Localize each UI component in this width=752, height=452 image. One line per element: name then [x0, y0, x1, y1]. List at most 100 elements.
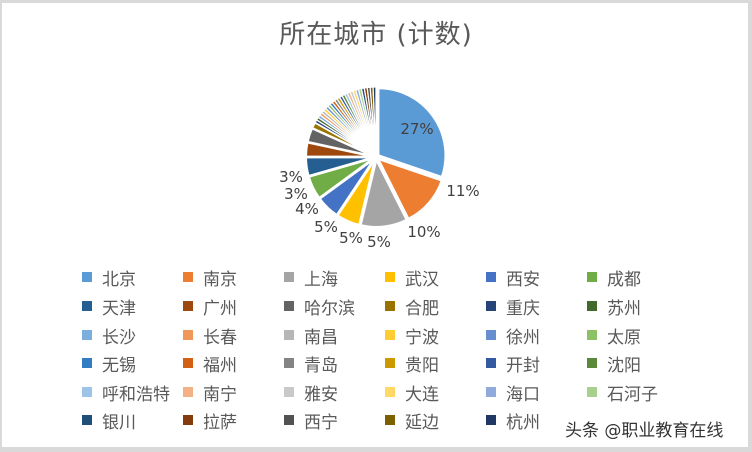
- data-label: 5%: [314, 218, 338, 236]
- legend-label: 延边: [405, 412, 439, 433]
- data-label: 5%: [367, 233, 391, 251]
- legend-swatch-icon: [284, 358, 294, 368]
- legend-label: 西安: [506, 269, 540, 290]
- data-label: 5%: [339, 229, 363, 247]
- data-label: 3%: [284, 185, 308, 203]
- legend-item: 成都: [587, 264, 641, 290]
- legend-label: 呼和浩特: [102, 384, 170, 405]
- legend-label: 北京: [102, 269, 136, 290]
- legend-swatch-icon: [183, 387, 193, 397]
- legend-swatch-icon: [587, 358, 597, 368]
- legend-item: 福州: [183, 350, 237, 376]
- legend-swatch-icon: [82, 301, 92, 311]
- legend-item: 延边: [385, 407, 439, 433]
- legend-label: 开封: [506, 355, 540, 376]
- pie-slice: [359, 157, 408, 228]
- legend-label: 拉萨: [203, 412, 237, 433]
- legend-item: 无锡: [82, 350, 136, 376]
- pie-slice: [372, 86, 377, 155]
- legend-swatch-icon: [486, 387, 496, 397]
- legend-label: 哈尔滨: [304, 298, 355, 319]
- legend-item: 广州: [183, 293, 237, 319]
- legend-item: 大连: [385, 379, 439, 405]
- legend-swatch-icon: [385, 358, 395, 368]
- legend-item: 长沙: [82, 322, 136, 348]
- legend-swatch-icon: [385, 330, 395, 340]
- legend-item: 宁波: [385, 322, 439, 348]
- legend-label: 太原: [607, 327, 641, 348]
- legend-item: 沈阳: [587, 350, 641, 376]
- legend-swatch-icon: [587, 330, 597, 340]
- legend-item: 重庆: [486, 293, 540, 319]
- legend-item: 呼和浩特: [82, 379, 170, 405]
- data-label: 3%: [279, 168, 303, 186]
- legend-label: 贵阳: [405, 355, 439, 376]
- legend-swatch-icon: [284, 330, 294, 340]
- legend-swatch-icon: [385, 272, 395, 282]
- legend-label: 成都: [607, 269, 641, 290]
- legend-item: 合肥: [385, 293, 439, 319]
- legend-item: 石河子: [587, 379, 658, 405]
- legend-label: 宁波: [405, 327, 439, 348]
- legend-label: 上海: [304, 269, 338, 290]
- legend-swatch-icon: [486, 330, 496, 340]
- legend-swatch-icon: [486, 415, 496, 425]
- legend-item: 上海: [284, 264, 338, 290]
- legend-swatch-icon: [284, 272, 294, 282]
- legend-swatch-icon: [82, 415, 92, 425]
- pie-slice: [336, 159, 376, 227]
- legend-swatch-icon: [183, 272, 193, 282]
- legend-item: 杭州: [486, 407, 540, 433]
- legend-swatch-icon: [284, 415, 294, 425]
- legend-swatch-icon: [486, 358, 496, 368]
- legend-swatch-icon: [385, 387, 395, 397]
- chart-title: 所在城市 (计数): [279, 20, 473, 50]
- legend-item: 哈尔滨: [284, 293, 355, 319]
- legend-swatch-icon: [183, 301, 193, 311]
- legend-label: 西宁: [304, 412, 338, 433]
- legend-item: 武汉: [385, 264, 439, 290]
- legend-item: 北京: [82, 264, 136, 290]
- legend-item: 长春: [183, 322, 237, 348]
- legend-label: 大连: [405, 384, 439, 405]
- legend-swatch-icon: [183, 415, 193, 425]
- legend-label: 合肥: [405, 298, 439, 319]
- data-label: 11%: [446, 182, 479, 200]
- legend-item: 南宁: [183, 379, 237, 405]
- legend-swatch-icon: [82, 272, 92, 282]
- pie-slice: [318, 158, 375, 217]
- legend-label: 南京: [203, 269, 237, 290]
- data-label: 4%: [295, 200, 319, 218]
- watermark: 头条 @职业教育在线: [565, 421, 724, 441]
- legend-item: 天津: [82, 293, 136, 319]
- legend-label: 重庆: [506, 298, 540, 319]
- legend-label: 沈阳: [607, 355, 641, 376]
- legend-item: 南昌: [284, 322, 338, 348]
- legend-label: 无锡: [102, 355, 136, 376]
- legend-item: 南京: [183, 264, 237, 290]
- legend-item: 贵阳: [385, 350, 439, 376]
- legend-swatch-icon: [284, 301, 294, 311]
- legend-label: 天津: [102, 298, 136, 319]
- legend-item: 西安: [486, 264, 540, 290]
- legend-label: 海口: [506, 384, 540, 405]
- data-label: 27%: [400, 120, 433, 138]
- legend-item: 拉萨: [183, 407, 237, 433]
- legend-item: 雅安: [284, 379, 338, 405]
- legend-item: 开封: [486, 350, 540, 376]
- legend-item: 海口: [486, 379, 540, 405]
- legend-item: 西宁: [284, 407, 338, 433]
- legend-label: 徐州: [506, 327, 540, 348]
- legend-item: 徐州: [486, 322, 540, 348]
- legend-label: 福州: [203, 355, 237, 376]
- legend-swatch-icon: [385, 301, 395, 311]
- legend-swatch-icon: [587, 301, 597, 311]
- legend-label: 长沙: [102, 327, 136, 348]
- legend-item: 苏州: [587, 293, 641, 319]
- legend-swatch-icon: [587, 272, 597, 282]
- legend-swatch-icon: [82, 358, 92, 368]
- pie-slice: [377, 87, 447, 179]
- legend-label: 银川: [102, 412, 136, 433]
- legend-swatch-icon: [183, 358, 193, 368]
